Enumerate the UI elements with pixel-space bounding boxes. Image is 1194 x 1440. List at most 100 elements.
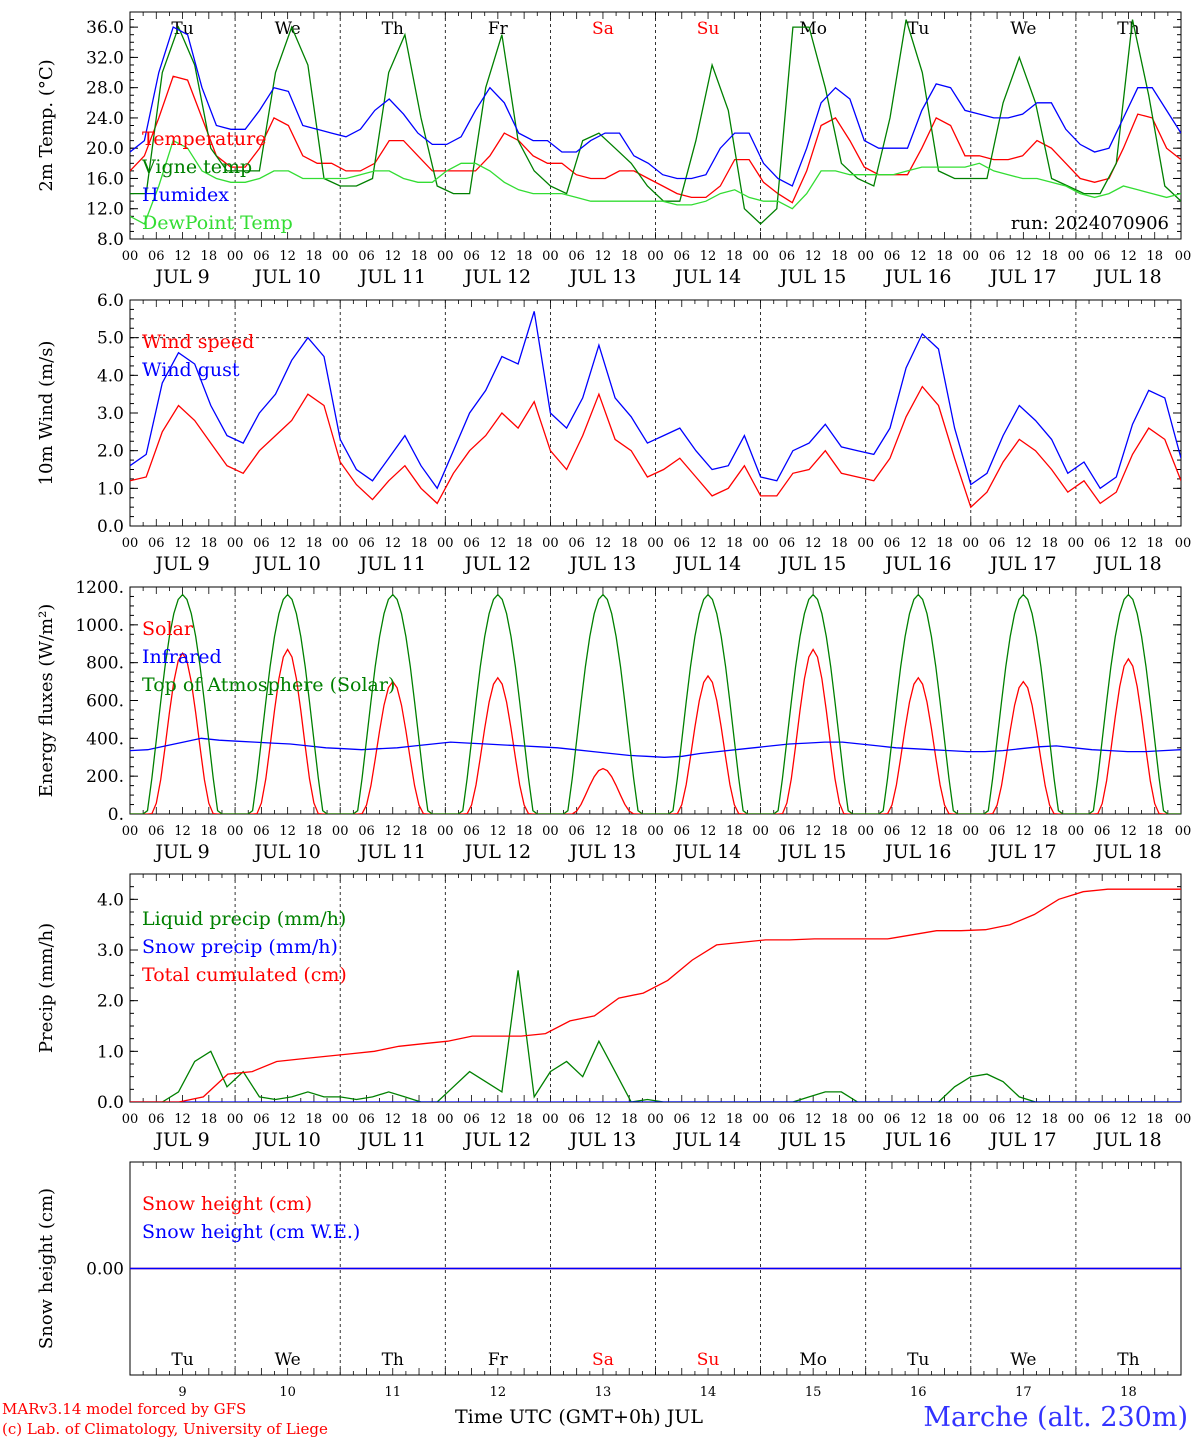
panel-4: 0.0 1.0 2.0 3.0 4.0 Precip (mm/h) 00 06 12 18 JUL …	[36, 873, 1191, 1151]
hour-tick-label: 06	[779, 1112, 796, 1127]
legend-entry: Liquid precip (mm/h)	[142, 908, 346, 930]
hour-tick-label: 00	[542, 536, 559, 551]
hour-tick-label: 12	[490, 824, 507, 839]
day-name-label: Mo	[799, 1350, 827, 1370]
hour-tick-label: 06	[884, 824, 901, 839]
hour-tick-label: 06	[779, 824, 796, 839]
hour-tick-label: 18	[621, 536, 638, 551]
date-label: JUL 14	[673, 841, 741, 863]
hour-tick-label: 00	[122, 249, 139, 264]
hour-tick-label: 18	[621, 249, 638, 264]
date-label: JUL 15	[778, 266, 846, 288]
legend-entry: Snow height (cm)	[142, 1193, 312, 1215]
hour-tick-label: 00	[1175, 536, 1192, 551]
date-label: 12	[490, 1385, 507, 1400]
hour-tick-label: 00	[752, 536, 769, 551]
hour-tick-label: 06	[463, 1112, 480, 1127]
day-name-label: Th	[382, 19, 404, 39]
hour-tick-label: 06	[253, 1112, 270, 1127]
series-line-temperature	[130, 75, 1181, 204]
hour-tick-label: 06	[358, 249, 375, 264]
hour-tick-label: 12	[1015, 249, 1032, 264]
hour-tick-label: 12	[279, 1112, 296, 1127]
y-tick-label: 32.0	[86, 48, 124, 68]
hour-tick-label: 00	[1175, 824, 1192, 839]
hour-tick-label: 12	[384, 249, 401, 264]
panel-5: 0.00 Snow height (cm) Tu 9 We 10 Th 11 Fr 12 Sa 13 S…	[36, 1161, 1182, 1400]
y-tick-label: 3.0	[97, 404, 124, 424]
hour-tick-label: 06	[148, 536, 165, 551]
hour-tick-label: 12	[595, 249, 612, 264]
hour-tick-label: 00	[332, 1112, 349, 1127]
hour-tick-label: 06	[674, 536, 691, 551]
date-label: JUL 9	[153, 1129, 209, 1151]
hour-tick-label: 18	[411, 536, 428, 551]
hour-tick-label: 12	[490, 249, 507, 264]
hour-tick-label: 00	[332, 824, 349, 839]
date-label: JUL 13	[568, 266, 636, 288]
hour-tick-label: 18	[1041, 249, 1058, 264]
hour-tick-label: 18	[936, 249, 953, 264]
day-name-label: Sa	[592, 19, 614, 39]
legend-entry: Infrared	[142, 646, 222, 668]
hour-tick-label: 12	[805, 1112, 822, 1127]
hour-tick-label: 06	[148, 249, 165, 264]
series-line-infrared	[130, 737, 1181, 758]
hour-tick-label: 06	[884, 536, 901, 551]
date-label: 13	[595, 1385, 612, 1400]
hour-tick-label: 00	[1068, 1112, 1085, 1127]
hour-tick-label: 00	[542, 249, 559, 264]
hour-tick-label: 06	[148, 824, 165, 839]
hour-tick-label: 00	[1068, 536, 1085, 551]
series-line-humidex	[130, 26, 1181, 187]
y-tick-label: 0.0	[97, 517, 124, 537]
hour-tick-label: 12	[1120, 249, 1137, 264]
hour-tick-label: 12	[384, 824, 401, 839]
y-tick-label: 1.0	[97, 1042, 124, 1062]
hour-tick-label: 00	[963, 1112, 980, 1127]
hour-tick-label: 12	[174, 824, 191, 839]
hour-tick-label: 00	[1175, 249, 1192, 264]
hour-tick-label: 06	[358, 536, 375, 551]
y-tick-label: 6.0	[97, 291, 124, 311]
hour-tick-label: 00	[963, 824, 980, 839]
series-line-vigne-temp	[130, 19, 1181, 225]
hour-tick-label: 12	[805, 249, 822, 264]
hour-tick-label: 12	[700, 824, 717, 839]
hour-tick-label: 18	[306, 1112, 323, 1127]
hour-tick-label: 18	[1146, 1112, 1163, 1127]
day-name-label: We	[1010, 1350, 1036, 1370]
hour-tick-label: 00	[857, 1112, 874, 1127]
hour-tick-label: 18	[621, 1112, 638, 1127]
hour-tick-label: 12	[910, 1112, 927, 1127]
date-label: JUL 16	[883, 841, 951, 863]
date-label: JUL 15	[778, 1129, 846, 1151]
hour-tick-label: 06	[884, 1112, 901, 1127]
station-label: Marche (alt. 230m)	[923, 1402, 1188, 1433]
date-label: 10	[279, 1385, 296, 1400]
hour-tick-label: 12	[910, 824, 927, 839]
hour-tick-label: 00	[963, 536, 980, 551]
hour-tick-label: 18	[201, 536, 218, 551]
hour-tick-label: 18	[411, 249, 428, 264]
y-tick-label: 0.	[108, 805, 124, 825]
date-label: JUL 15	[778, 841, 846, 863]
hour-tick-label: 18	[1146, 536, 1163, 551]
hour-tick-label: 00	[122, 536, 139, 551]
date-label: JUL 9	[153, 266, 209, 288]
hour-tick-label: 18	[726, 249, 743, 264]
legend-entry: Wind gust	[142, 359, 240, 381]
hour-tick-label: 12	[490, 1112, 507, 1127]
hour-tick-label: 00	[437, 249, 454, 264]
date-label: JUL 13	[568, 553, 636, 575]
legend-entry: Vigne temp	[141, 156, 252, 178]
series-line-top-of-atmosphere-solar-	[130, 593, 1181, 814]
x-axis-title: Time UTC (GMT+0h) JUL	[455, 1406, 703, 1428]
hour-tick-label: 18	[831, 249, 848, 264]
hour-tick-label: 00	[542, 1112, 559, 1127]
legend-entry: Snow precip (mm/h)	[142, 936, 338, 958]
hour-tick-label: 06	[358, 824, 375, 839]
y-tick-label: 800.	[86, 654, 124, 674]
hour-tick-label: 06	[884, 249, 901, 264]
hour-tick-label: 12	[700, 536, 717, 551]
